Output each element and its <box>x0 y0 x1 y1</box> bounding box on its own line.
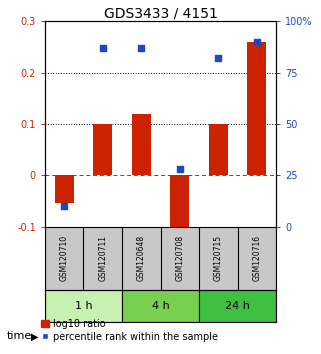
Text: GSM120708: GSM120708 <box>175 235 184 281</box>
Bar <box>247 42 266 175</box>
Text: GSM120710: GSM120710 <box>60 235 69 281</box>
Point <box>177 166 182 172</box>
Text: time: time <box>6 331 32 341</box>
Bar <box>209 124 228 175</box>
Bar <box>93 124 112 175</box>
Bar <box>122 290 199 322</box>
Text: 24 h: 24 h <box>225 301 250 311</box>
Bar <box>45 290 122 322</box>
Legend: log10 ratio, percentile rank within the sample: log10 ratio, percentile rank within the … <box>37 315 221 346</box>
Text: GSM120711: GSM120711 <box>98 235 107 281</box>
Text: GSM120716: GSM120716 <box>252 235 261 281</box>
Text: ▶: ▶ <box>30 331 38 341</box>
Point <box>139 45 144 51</box>
Point <box>100 45 105 51</box>
Bar <box>170 175 189 229</box>
Text: GSM120648: GSM120648 <box>137 235 146 281</box>
Text: GSM120715: GSM120715 <box>214 235 223 281</box>
Bar <box>199 290 276 322</box>
Text: 1 h: 1 h <box>75 301 92 311</box>
Text: 4 h: 4 h <box>152 301 169 311</box>
Point <box>254 39 259 45</box>
Bar <box>55 175 74 204</box>
Bar <box>132 114 151 175</box>
Point <box>216 55 221 61</box>
Point <box>62 203 67 209</box>
Title: GDS3433 / 4151: GDS3433 / 4151 <box>104 6 217 20</box>
